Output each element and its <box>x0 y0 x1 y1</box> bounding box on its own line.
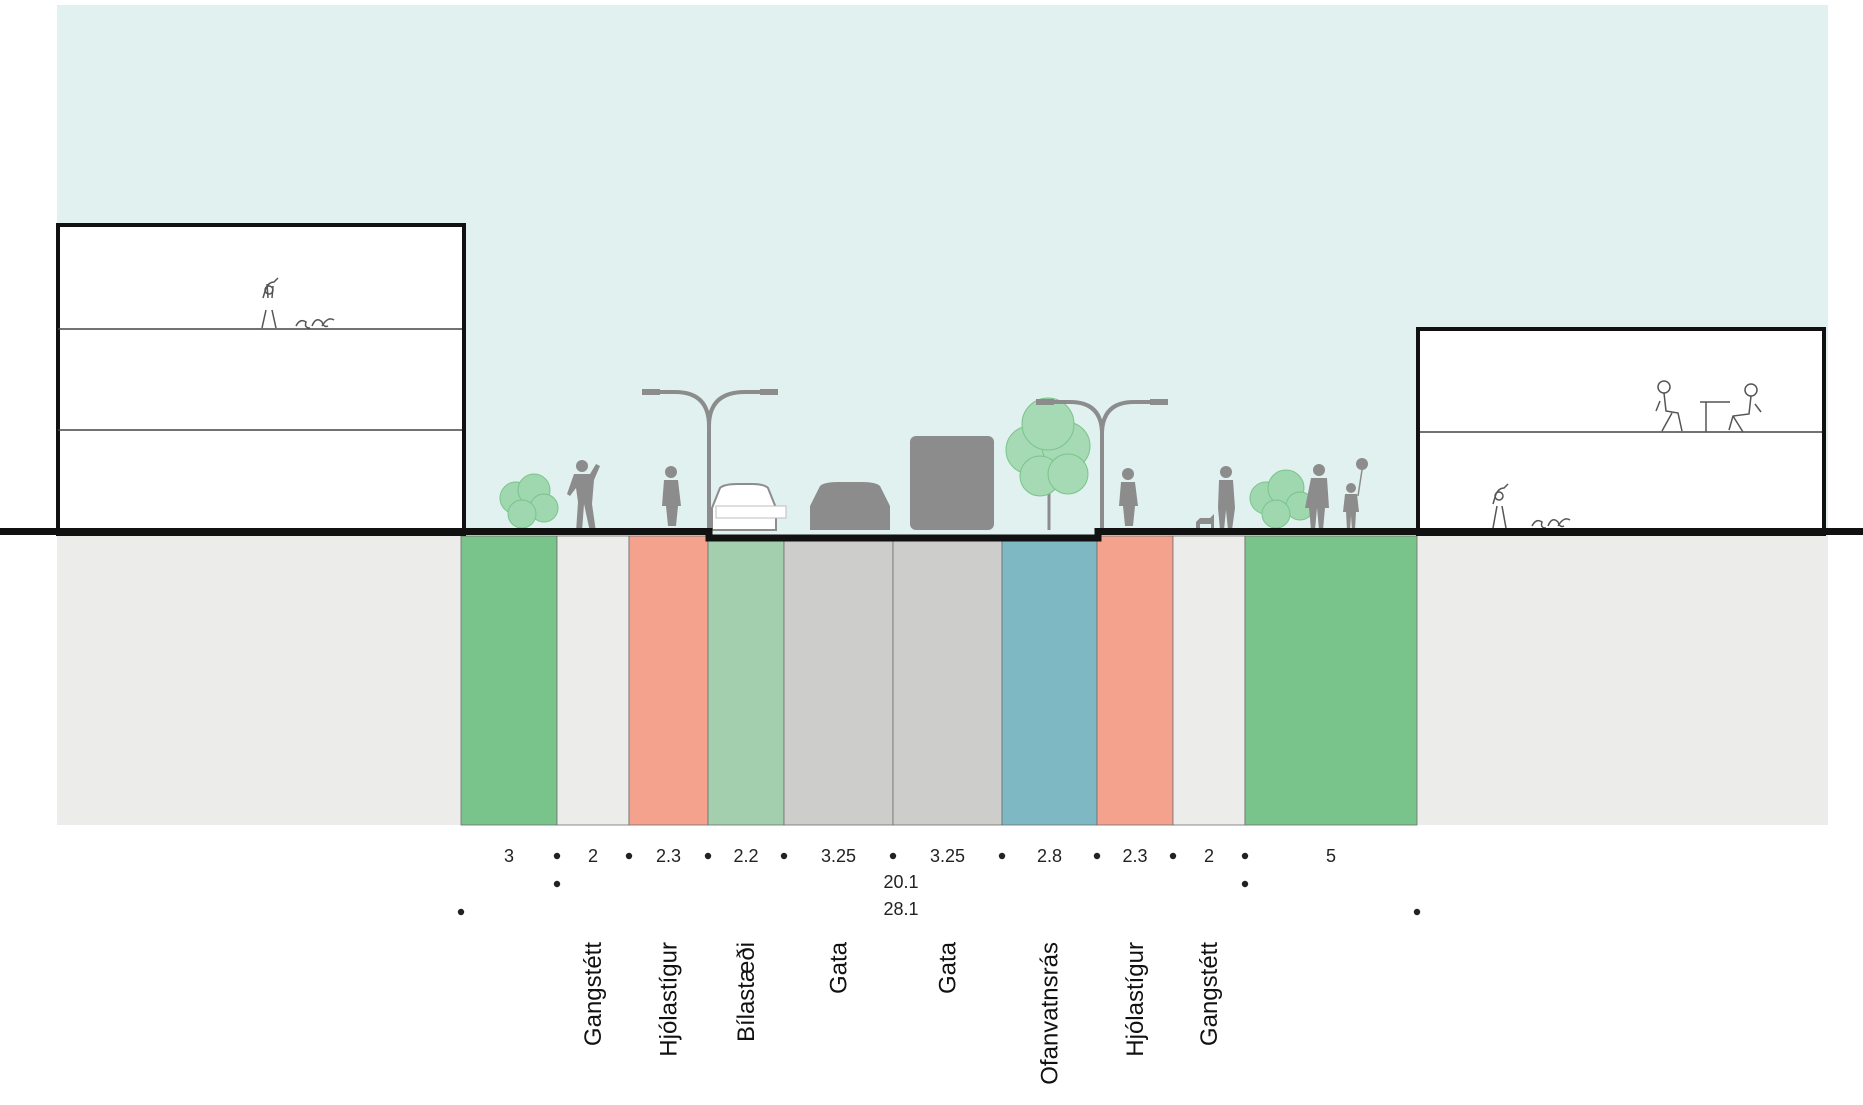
child-with-balloon-icon <box>1343 458 1368 530</box>
street-furniture <box>499 389 1368 532</box>
cafe-table-icon <box>1655 380 1762 433</box>
segment-width-label: 3 <box>504 846 514 866</box>
dimension-tick <box>553 880 561 888</box>
lane-strip-parking <box>707 535 785 826</box>
lane-strips-group <box>460 535 1418 826</box>
bus-icon <box>910 436 994 530</box>
lane-label-sidewalk: Gangstétt <box>580 942 607 1046</box>
dimension-group: 3 2 2.3 2.2 3.25 3.25 2.8 2.3 2 5 20.1 28.1 <box>457 846 1421 919</box>
pedestrian-icon <box>567 460 600 532</box>
dimension-tick <box>889 852 897 860</box>
segment-width-label: 2.2 <box>733 846 758 866</box>
dimension-tick <box>625 852 633 860</box>
segment-width-label: 2.3 <box>1122 846 1147 866</box>
lane-label-street: Gata <box>935 941 962 994</box>
segment-width-label: 5 <box>1326 846 1336 866</box>
lane-label-bike-lane: Hjólastígur <box>1122 942 1149 1057</box>
dimension-tick <box>1241 880 1249 888</box>
dimension-tick <box>553 852 561 860</box>
segment-width-label: 3.25 <box>930 846 965 866</box>
dimension-tick <box>998 852 1006 860</box>
lane-strip-stormwater <box>1001 535 1098 826</box>
lane-strip-sidewalk <box>1172 535 1246 826</box>
segment-width-label: 2.3 <box>656 846 681 866</box>
street-lamp-icon <box>642 389 778 530</box>
dimension-tick <box>780 852 788 860</box>
total-inner-width-label: 20.1 <box>883 872 918 892</box>
right-building-icon <box>1416 327 1826 536</box>
lane-strip-bike-lane <box>1096 535 1174 826</box>
total-overall-width-label: 28.1 <box>883 899 918 919</box>
segment-width-label: 2.8 <box>1037 846 1062 866</box>
lane-labels-group: Gangstétt Hjólastígur Bílastæði Gata Gata Ofa… <box>580 941 1223 1084</box>
building-occupants-icon <box>1492 483 1571 529</box>
dimension-tick <box>1241 852 1249 860</box>
building-occupants-icon <box>261 277 335 329</box>
lane-label-sidewalk: Gangstétt <box>1196 942 1223 1046</box>
lane-strip-bike-lane <box>628 535 709 826</box>
cyclist-icon <box>662 466 681 526</box>
lane-strip-street <box>892 535 1003 826</box>
segment-width-label: 2 <box>1204 846 1214 866</box>
dimension-tick <box>704 852 712 860</box>
car-icon <box>711 483 787 531</box>
street-lamp-icon <box>1036 399 1168 530</box>
pedestrian-icon <box>1305 464 1329 530</box>
lane-strip-sidewalk <box>556 535 630 826</box>
lane-label-stormwater: Ofanvatnsrás <box>1037 942 1064 1085</box>
shrub-icon <box>499 473 559 529</box>
left-building-icon <box>56 223 466 536</box>
cyclist-icon <box>1119 468 1138 526</box>
shrub-icon <box>1249 469 1315 529</box>
lane-strip-green-strip <box>460 535 558 826</box>
dog-walker-icon <box>1196 466 1235 530</box>
dimension-tick <box>1093 852 1101 860</box>
lane-label-bike-lane: Hjólastígur <box>656 942 683 1057</box>
car-icon <box>810 482 890 530</box>
tree-icon <box>1005 397 1091 530</box>
lane-strip-green-strip <box>1244 535 1418 826</box>
lane-strip-street <box>783 535 894 826</box>
lane-label-parking: Bílastæði <box>733 942 760 1042</box>
dimension-tick <box>1169 852 1177 860</box>
ground-line <box>0 528 1863 542</box>
segment-width-label: 3.25 <box>821 846 856 866</box>
dimension-tick <box>457 908 465 916</box>
dimension-tick <box>1413 908 1421 916</box>
segment-width-label: 2 <box>588 846 598 866</box>
lane-label-street: Gata <box>826 941 853 994</box>
